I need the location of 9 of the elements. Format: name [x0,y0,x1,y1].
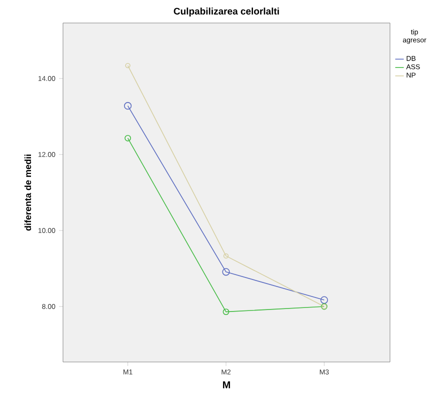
point [320,296,328,304]
x-axis-title: M [223,381,230,388]
point [124,102,132,110]
point [222,308,230,316]
chart-title: Culpabilizarea celorlalti [174,8,279,16]
point [222,268,230,276]
point [223,253,229,259]
y-axis-title: diferenta de medii [24,154,32,231]
point [124,134,132,142]
